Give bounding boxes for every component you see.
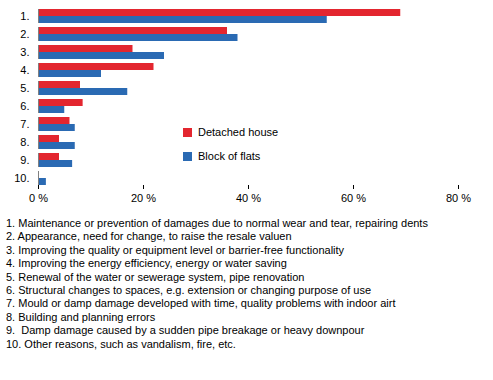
html-text:Block of flats: Block of flats [198,150,261,162]
svg-text:7.: 7. [20,118,29,130]
html-text:3. Improving the quality or eq: 3. Improving the quality or equipment le… [6,243,345,256]
html-text:Detached house: Detached house [198,126,279,138]
svg-text:20 %: 20 % [131,192,156,204]
svg-text:3.: 3. [20,46,29,58]
html-text:9. Damp damage caused by a sud: 9. Damp damage caused by a sudden pipe b… [6,324,365,337]
html-text:6. Structural changes to space: 6. Structural changes to spaces, e.g. ex… [6,284,372,296]
html-text:8. Building and planning error: 8. Building and planning errors [6,310,156,323]
svg-text:6.: 6. [20,100,29,112]
html-text:1. Maintenance or prevention o: 1. Maintenance or prevention of damages … [6,217,428,229]
svg-text:40 %: 40 % [236,192,261,204]
svg-text:10.: 10. [14,172,29,184]
svg-text:9.: 9. [20,154,29,166]
svg-text:2.: 2. [20,28,29,40]
svg-text:4.: 4. [20,64,29,76]
svg-text:80 %: 80 % [446,192,471,204]
html-text:4. Improving the energy effici: 4. Improving the energy efficiency, ener… [6,257,287,270]
svg-text:1.: 1. [20,10,29,22]
svg-text:8.: 8. [20,136,29,148]
html-text:2. Appearance, need for change: 2. Appearance, need for change, to raise… [6,230,292,243]
svg-text:60 %: 60 % [341,192,366,204]
svg-text:5.: 5. [20,82,29,94]
html-text:5. Renewal of the water or sew: 5. Renewal of the water or sewerage syst… [6,270,305,283]
html-text:7. Mould or damp damage develo: 7. Mould or damp damage developed with t… [6,297,396,310]
svg-text:0 %: 0 % [29,192,48,204]
html-text:10. Other reasons, such as van: 10. Other reasons, such as vandalism, fi… [6,337,236,350]
